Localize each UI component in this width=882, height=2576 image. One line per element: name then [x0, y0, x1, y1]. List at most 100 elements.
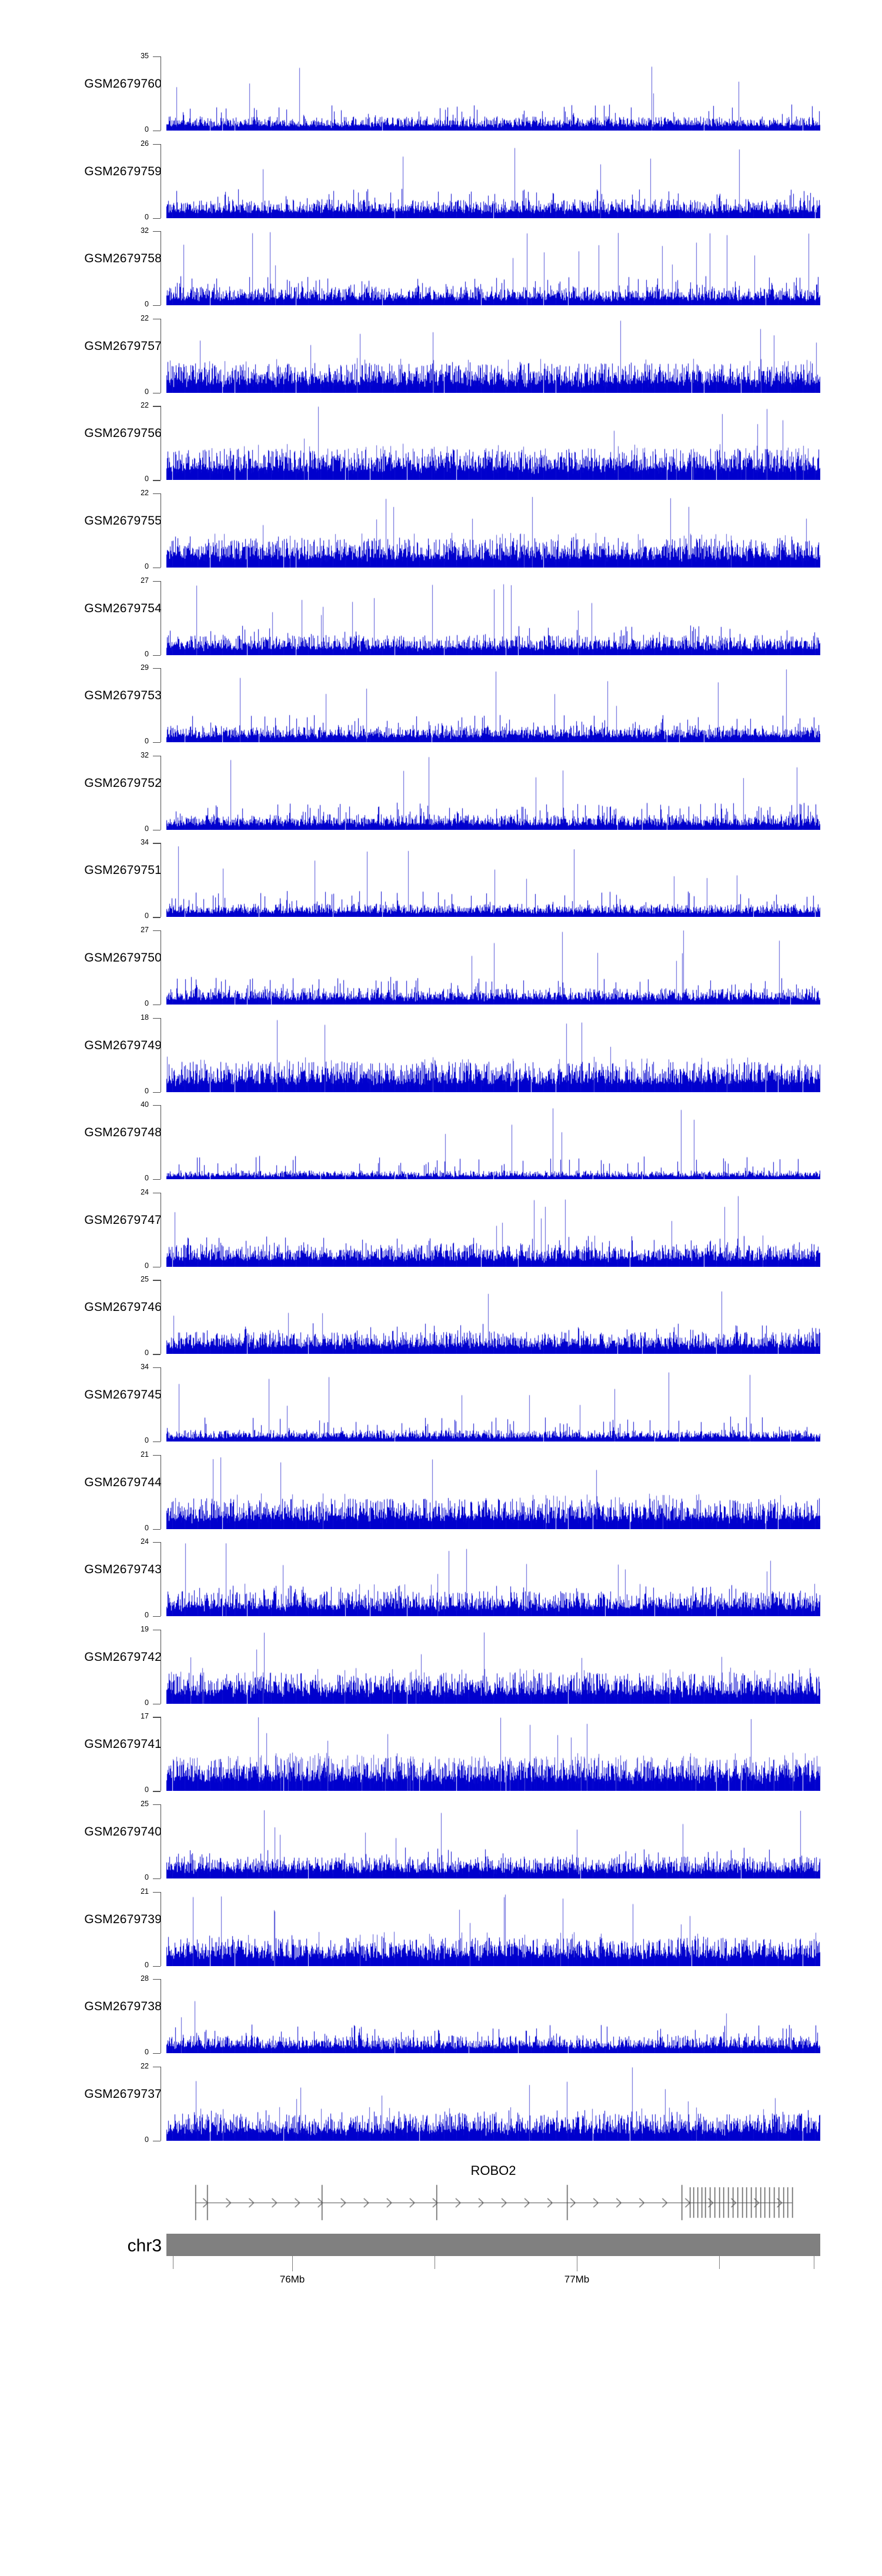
coverage-track: GSM2679756 22 0 [0, 398, 882, 487]
coverage-histogram [166, 843, 820, 917]
y-axis-max-label: 35 [141, 52, 149, 60]
coverage-data-area [166, 1542, 820, 1617]
y-axis-max-label: 22 [141, 489, 149, 497]
y-axis-max-label: 29 [141, 663, 149, 672]
y-axis-min-label: 0 [145, 1261, 149, 1270]
track-label-GSM2679759: GSM2679759 [84, 164, 162, 178]
y-axis-min-label: 0 [145, 1698, 149, 1707]
coverage-data-area [166, 1192, 820, 1267]
y-axis-max-label: 25 [141, 1275, 149, 1284]
y-axis-tick-min [153, 742, 161, 743]
track-label-GSM2679739: GSM2679739 [84, 1912, 162, 1926]
y-axis-max-label: 28 [141, 1974, 149, 1983]
coverage-data-area [166, 1717, 820, 1791]
coverage-data-area [166, 1105, 820, 1180]
coverage-data-area [166, 318, 820, 393]
coverage-histogram [166, 231, 820, 306]
track-label-GSM2679752: GSM2679752 [84, 776, 162, 790]
chromosome-label: chr3 [127, 2236, 162, 2256]
coverage-track: GSM2679744 21 0 [0, 1447, 882, 1536]
track-label-GSM2679740: GSM2679740 [84, 1825, 162, 1838]
track-label-GSM2679749: GSM2679749 [84, 1038, 162, 1052]
y-axis-min-label: 0 [145, 1174, 149, 1183]
y-axis-tick-max [153, 1454, 161, 1456]
coverage-data-area [166, 930, 820, 1005]
track-label-GSM2679756: GSM2679756 [84, 426, 162, 441]
gene-model-track: ROBO2 [0, 2163, 882, 2234]
track-label-GSM2679751: GSM2679751 [84, 863, 162, 877]
track-label-GSM2679743: GSM2679743 [84, 1563, 162, 1577]
y-axis-min-label: 0 [145, 300, 149, 309]
coverage-histogram [166, 1804, 820, 1878]
y-axis-tick-min [153, 305, 161, 306]
coverage-histogram [166, 755, 820, 830]
coverage-data-area [166, 56, 820, 131]
track-label-GSM2679748: GSM2679748 [84, 1126, 162, 1140]
genome-axis-minor-tick [719, 2256, 720, 2270]
track-label-GSM2679738: GSM2679738 [84, 2000, 162, 2014]
track-label-GSM2679755: GSM2679755 [84, 514, 162, 528]
y-axis-min-label: 0 [145, 125, 149, 134]
coverage-data-area [166, 406, 820, 481]
coverage-track: GSM2679737 22 0 [0, 2058, 882, 2148]
y-axis-tick-max [153, 56, 161, 58]
y-axis-min-label: 0 [145, 1873, 149, 1881]
y-axis-tick-max [153, 1367, 161, 1369]
y-axis-tick-max [153, 1105, 161, 1106]
y-axis-min-label: 0 [145, 1436, 149, 1444]
coverage-histogram [166, 1891, 820, 1966]
track-label-GSM2679754: GSM2679754 [84, 601, 162, 615]
y-axis-min-label: 0 [145, 824, 149, 833]
y-axis-max-label: 22 [141, 313, 149, 322]
y-axis-tick-min [153, 655, 161, 656]
track-label-GSM2679737: GSM2679737 [84, 2087, 162, 2101]
coverage-data-area [166, 580, 820, 655]
coverage-data-area [166, 1804, 820, 1878]
y-axis-tick-max [153, 1804, 161, 1806]
coverage-histogram [166, 56, 820, 131]
coverage-track: GSM2679748 40 0 [0, 1097, 882, 1186]
coverage-track: GSM2679752 32 0 [0, 748, 882, 837]
coverage-histogram [166, 144, 820, 218]
y-axis-tick-min [153, 218, 161, 219]
coverage-data-area [166, 1979, 820, 2054]
gene-name-label: ROBO2 [470, 2163, 516, 2178]
y-axis-min-label: 0 [145, 475, 149, 483]
y-axis-min-label: 0 [145, 912, 149, 920]
coverage-track: GSM2679741 17 0 [0, 1709, 882, 1798]
y-axis-max-label: 21 [141, 1450, 149, 1459]
coverage-track: GSM2679760 35 0 [0, 48, 882, 138]
track-label-GSM2679746: GSM2679746 [84, 1300, 162, 1314]
coverage-track: GSM2679754 27 0 [0, 573, 882, 662]
coverage-histogram [166, 2066, 820, 2141]
y-axis-tick-min [153, 1966, 161, 1967]
coverage-data-area [166, 843, 820, 917]
y-axis-min-label: 0 [145, 2048, 149, 2057]
y-axis-tick-max [153, 668, 161, 669]
coverage-histogram [166, 406, 820, 481]
y-axis-min-label: 0 [145, 737, 149, 746]
y-axis-tick-min [153, 1616, 161, 1617]
coverage-track: GSM2679742 19 0 [0, 1621, 882, 1711]
track-label-GSM2679747: GSM2679747 [84, 1213, 162, 1227]
y-axis-tick-min [153, 1092, 161, 1093]
y-axis-tick-max [153, 1017, 161, 1019]
y-axis-min-label: 0 [145, 1960, 149, 1969]
y-axis-min-label: 0 [145, 1786, 149, 1794]
y-axis-max-label: 40 [141, 1100, 149, 1109]
y-axis-max-label: 21 [141, 1887, 149, 1896]
y-axis-min-label: 0 [145, 1523, 149, 1532]
y-axis-min-label: 0 [145, 387, 149, 396]
y-axis-tick-max [153, 1979, 161, 1980]
y-axis-tick-min [153, 1878, 161, 1880]
coverage-histogram [166, 1629, 820, 1704]
coverage-track: GSM2679738 28 0 [0, 1971, 882, 2060]
coverage-track: GSM2679740 25 0 [0, 1796, 882, 1886]
track-label-GSM2679741: GSM2679741 [84, 1737, 162, 1751]
coverage-histogram [166, 1454, 820, 1529]
y-axis-tick-max [153, 231, 161, 232]
coverage-histogram [166, 930, 820, 1005]
y-axis-min-label: 0 [145, 1349, 149, 1357]
y-axis-min-label: 0 [145, 212, 149, 221]
